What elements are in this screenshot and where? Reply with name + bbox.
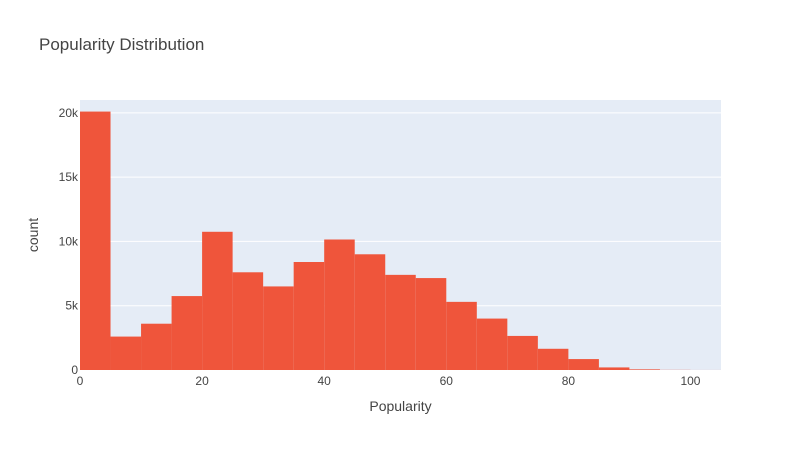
x-tick-label: 20 <box>195 374 209 388</box>
y-tick-label: 10k <box>59 234 79 248</box>
histogram-bar[interactable] <box>110 336 142 370</box>
histogram-bar[interactable] <box>354 254 386 370</box>
histogram-bar[interactable] <box>537 348 569 370</box>
histogram-bar[interactable] <box>476 318 508 370</box>
histogram-bar[interactable] <box>202 231 233 370</box>
histogram-bars[interactable] <box>80 111 721 371</box>
histogram-bar[interactable] <box>171 296 203 370</box>
x-tick-label: 100 <box>680 374 700 388</box>
histogram-bar[interactable] <box>446 301 477 370</box>
y-tick-label: 20k <box>59 106 79 120</box>
y-axis-title: count <box>25 218 41 252</box>
histogram-bar[interactable] <box>293 262 325 370</box>
histogram-bar[interactable] <box>232 272 264 370</box>
y-tick-label: 0 <box>71 363 78 377</box>
chart-title: Popularity Distribution <box>39 35 204 54</box>
histogram-bar[interactable] <box>80 111 111 371</box>
x-axis-title: Popularity <box>369 398 431 414</box>
y-axis-tick-labels: 0 5k 10k 15k 20k <box>59 106 79 377</box>
histogram-bar[interactable] <box>324 239 355 371</box>
x-tick-label: 80 <box>562 374 576 388</box>
histogram-bar[interactable] <box>415 278 447 370</box>
y-tick-label: 5k <box>65 299 79 313</box>
histogram-bar[interactable] <box>629 369 660 370</box>
histogram-bar[interactable] <box>568 359 599 370</box>
histogram-bar[interactable] <box>598 367 630 370</box>
histogram-bar[interactable] <box>141 323 172 370</box>
x-axis-tick-labels: 0 20 40 60 80 100 <box>77 374 701 388</box>
histogram-bar[interactable] <box>263 286 294 370</box>
histogram-bar[interactable] <box>507 335 538 370</box>
x-tick-label: 60 <box>440 374 454 388</box>
x-tick-label: 40 <box>318 374 332 388</box>
x-tick-label: 0 <box>77 374 84 388</box>
y-tick-label: 15k <box>59 170 79 184</box>
histogram-bar[interactable] <box>385 274 416 370</box>
